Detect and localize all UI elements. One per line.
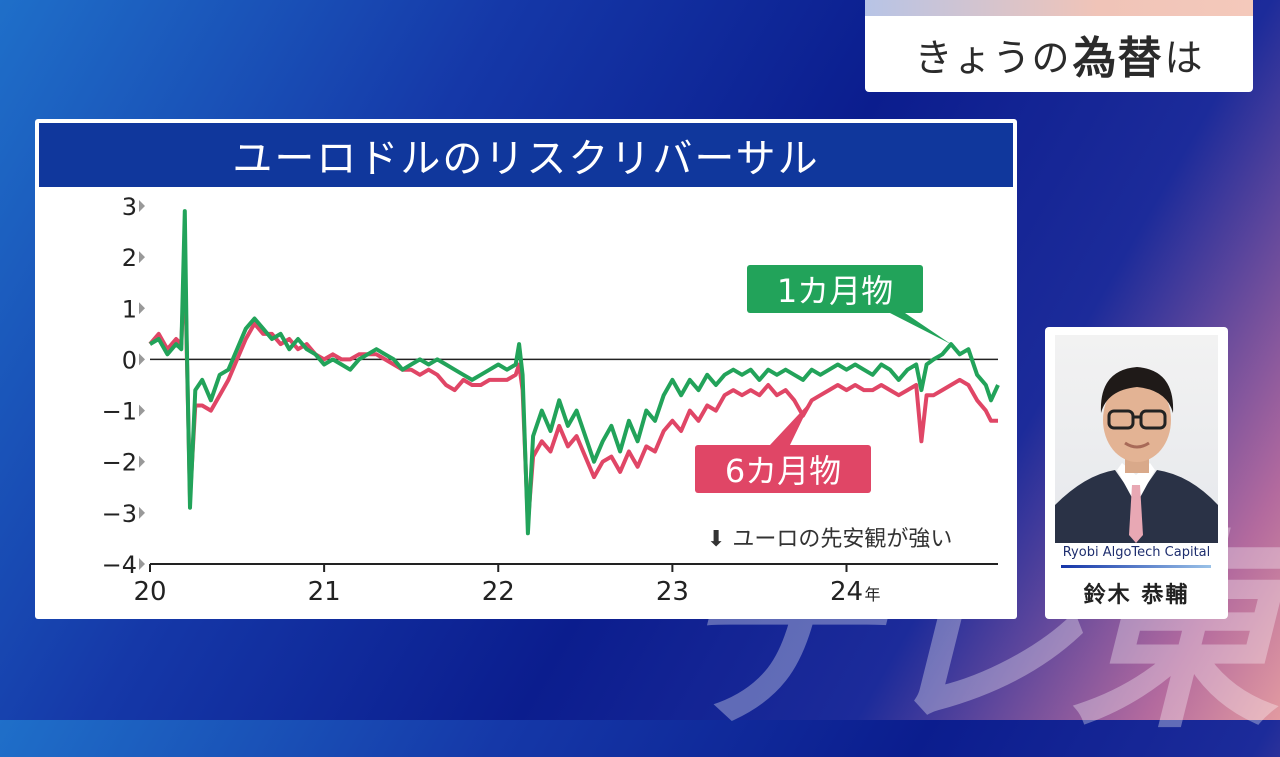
label-6m-pointer xyxy=(770,400,812,445)
company-underline xyxy=(1061,565,1211,568)
header-accent-bar xyxy=(865,0,1253,16)
legend-label-6m: 6カ月物 xyxy=(695,445,871,493)
presenter-company: Ryobi AlgoTech Capital xyxy=(1062,545,1211,560)
segment-title: きょうの 為替は xyxy=(865,16,1253,92)
y-tick-marker xyxy=(139,302,145,315)
y-tick-marker xyxy=(139,455,145,468)
y-tick-label: −3 xyxy=(102,500,137,528)
y-tick-marker xyxy=(139,251,145,264)
y-tick-label: 3 xyxy=(122,193,137,221)
y-tick-marker xyxy=(139,506,145,519)
y-tick-label: 0 xyxy=(122,346,137,374)
x-tick-label: 22 xyxy=(482,577,515,607)
presenter-name: 鈴木 恭輔 xyxy=(1083,583,1190,608)
x-unit-label: 年 xyxy=(865,585,881,604)
y-tick-label: 2 xyxy=(122,244,137,272)
y-tick-label: −2 xyxy=(102,449,137,477)
y-tick-label: −4 xyxy=(102,551,137,579)
x-tick-label: 21 xyxy=(308,577,341,607)
x-tick-label: 20 xyxy=(133,577,166,607)
label-1m-pointer xyxy=(890,313,951,345)
y-tick-marker xyxy=(139,404,145,417)
segment-title-suffix: は xyxy=(1164,35,1204,80)
presenter-photo xyxy=(1055,335,1218,543)
chart-panel: 3 2 1 0 −1 −2 −3 −4 20 21 22 23 24 年 ユーロドルのリスクリバーサル 1… xyxy=(35,119,1017,619)
series-line-0 xyxy=(148,209,1000,536)
segment-title-prefix: きょうの xyxy=(914,35,1071,80)
chart-title: ユーロドルのリスクリバーサル xyxy=(39,123,1013,187)
legend-label-1m: 1カ月物 xyxy=(747,265,923,313)
x-tick-label: 23 xyxy=(656,577,689,607)
y-tick-marker xyxy=(139,353,145,366)
x-tick-label: 24 xyxy=(830,577,863,607)
chart-annotation: ⬇ ユーロの先安観が強い xyxy=(707,527,953,552)
y-tick-marker xyxy=(139,558,145,570)
y-tick-marker xyxy=(139,200,145,212)
y-tick-label: 1 xyxy=(122,295,137,323)
y-tick-label: −1 xyxy=(102,398,137,426)
segment-title-emphasis: 為替 xyxy=(1072,33,1163,84)
presenter-card: Ryobi AlgoTech Capital 鈴木 恭輔 xyxy=(1045,327,1228,619)
